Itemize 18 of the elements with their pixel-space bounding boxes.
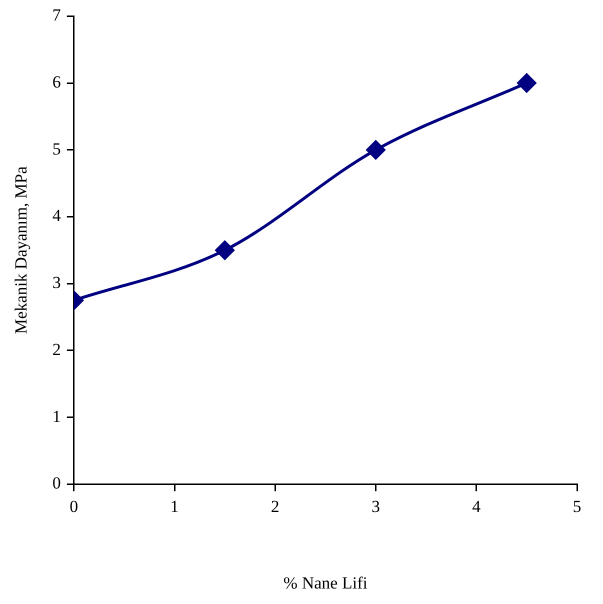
x-tick-label: 2	[270, 496, 280, 516]
x-tick-label: 1	[170, 496, 179, 516]
point	[517, 74, 536, 93]
x-tick-label: 3	[372, 496, 380, 516]
point	[366, 140, 386, 160]
y-tick-label: 1	[52, 406, 61, 426]
y-tick-label: 6	[52, 72, 61, 92]
y-tick-label: 0	[52, 474, 61, 493]
y-tick-label: 2	[52, 340, 61, 359]
y-tick-label: 5	[52, 139, 61, 158]
y-tick-label: 3	[52, 273, 61, 292]
y-axis-title: Mekanik Dayanım, MPa	[12, 166, 31, 334]
y-tick-label: 4	[52, 206, 62, 226]
x-tick-label: 4	[472, 496, 482, 516]
x-tick-label: 0	[70, 496, 78, 516]
x-axis-title: % Nane Lifi	[283, 573, 368, 592]
x-tick-label: 5	[572, 496, 582, 516]
y-tick-label: 7	[52, 6, 62, 25]
